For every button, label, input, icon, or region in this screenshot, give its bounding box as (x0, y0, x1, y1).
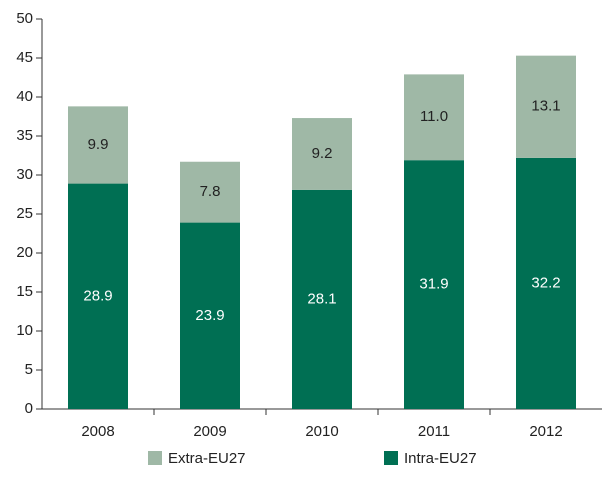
legend-label: Extra-EU27 (168, 450, 246, 467)
bar-segment (180, 222, 240, 409)
y-tick-label: 45 (16, 49, 33, 66)
legend-label: Intra-EU27 (404, 450, 477, 467)
data-label: 7.8 (200, 183, 221, 200)
y-tick-label: 0 (25, 400, 33, 417)
data-label: 23.9 (195, 307, 224, 324)
bar-segment (292, 189, 352, 409)
y-tick-label: 50 (16, 10, 33, 27)
y-tick-label: 10 (16, 322, 33, 339)
y-tick-label: 35 (16, 127, 33, 144)
x-tick-label: 2012 (529, 423, 562, 440)
bar-segment (180, 161, 240, 223)
x-tick-label: 2010 (305, 423, 338, 440)
bar-segment (404, 74, 464, 161)
bar-segment (516, 55, 576, 158)
y-tick-label: 25 (16, 205, 33, 222)
data-label: 13.1 (531, 98, 560, 115)
legend-swatch (148, 451, 162, 465)
y-tick-label: 5 (25, 361, 33, 378)
legend-swatch (384, 451, 398, 465)
data-label: 28.1 (307, 290, 336, 307)
data-label: 28.9 (83, 287, 112, 304)
y-tick-label: 15 (16, 283, 33, 300)
data-label: 11.0 (420, 108, 448, 125)
bar-segment (404, 160, 464, 409)
data-label: 9.2 (312, 145, 333, 162)
x-tick-label: 2009 (193, 423, 226, 440)
x-tick-label: 2008 (81, 423, 114, 440)
data-label: 31.9 (419, 276, 448, 293)
bar-segment (516, 157, 576, 409)
bar-segment (292, 118, 352, 190)
bar-segment (68, 106, 128, 184)
y-tick-label: 20 (16, 244, 33, 261)
y-tick-label: 40 (16, 88, 33, 105)
x-tick-label: 2011 (418, 423, 450, 440)
data-label: 9.9 (88, 136, 109, 153)
y-tick-label: 30 (16, 166, 33, 183)
bar-segment (68, 183, 128, 409)
data-label: 32.2 (531, 274, 560, 291)
